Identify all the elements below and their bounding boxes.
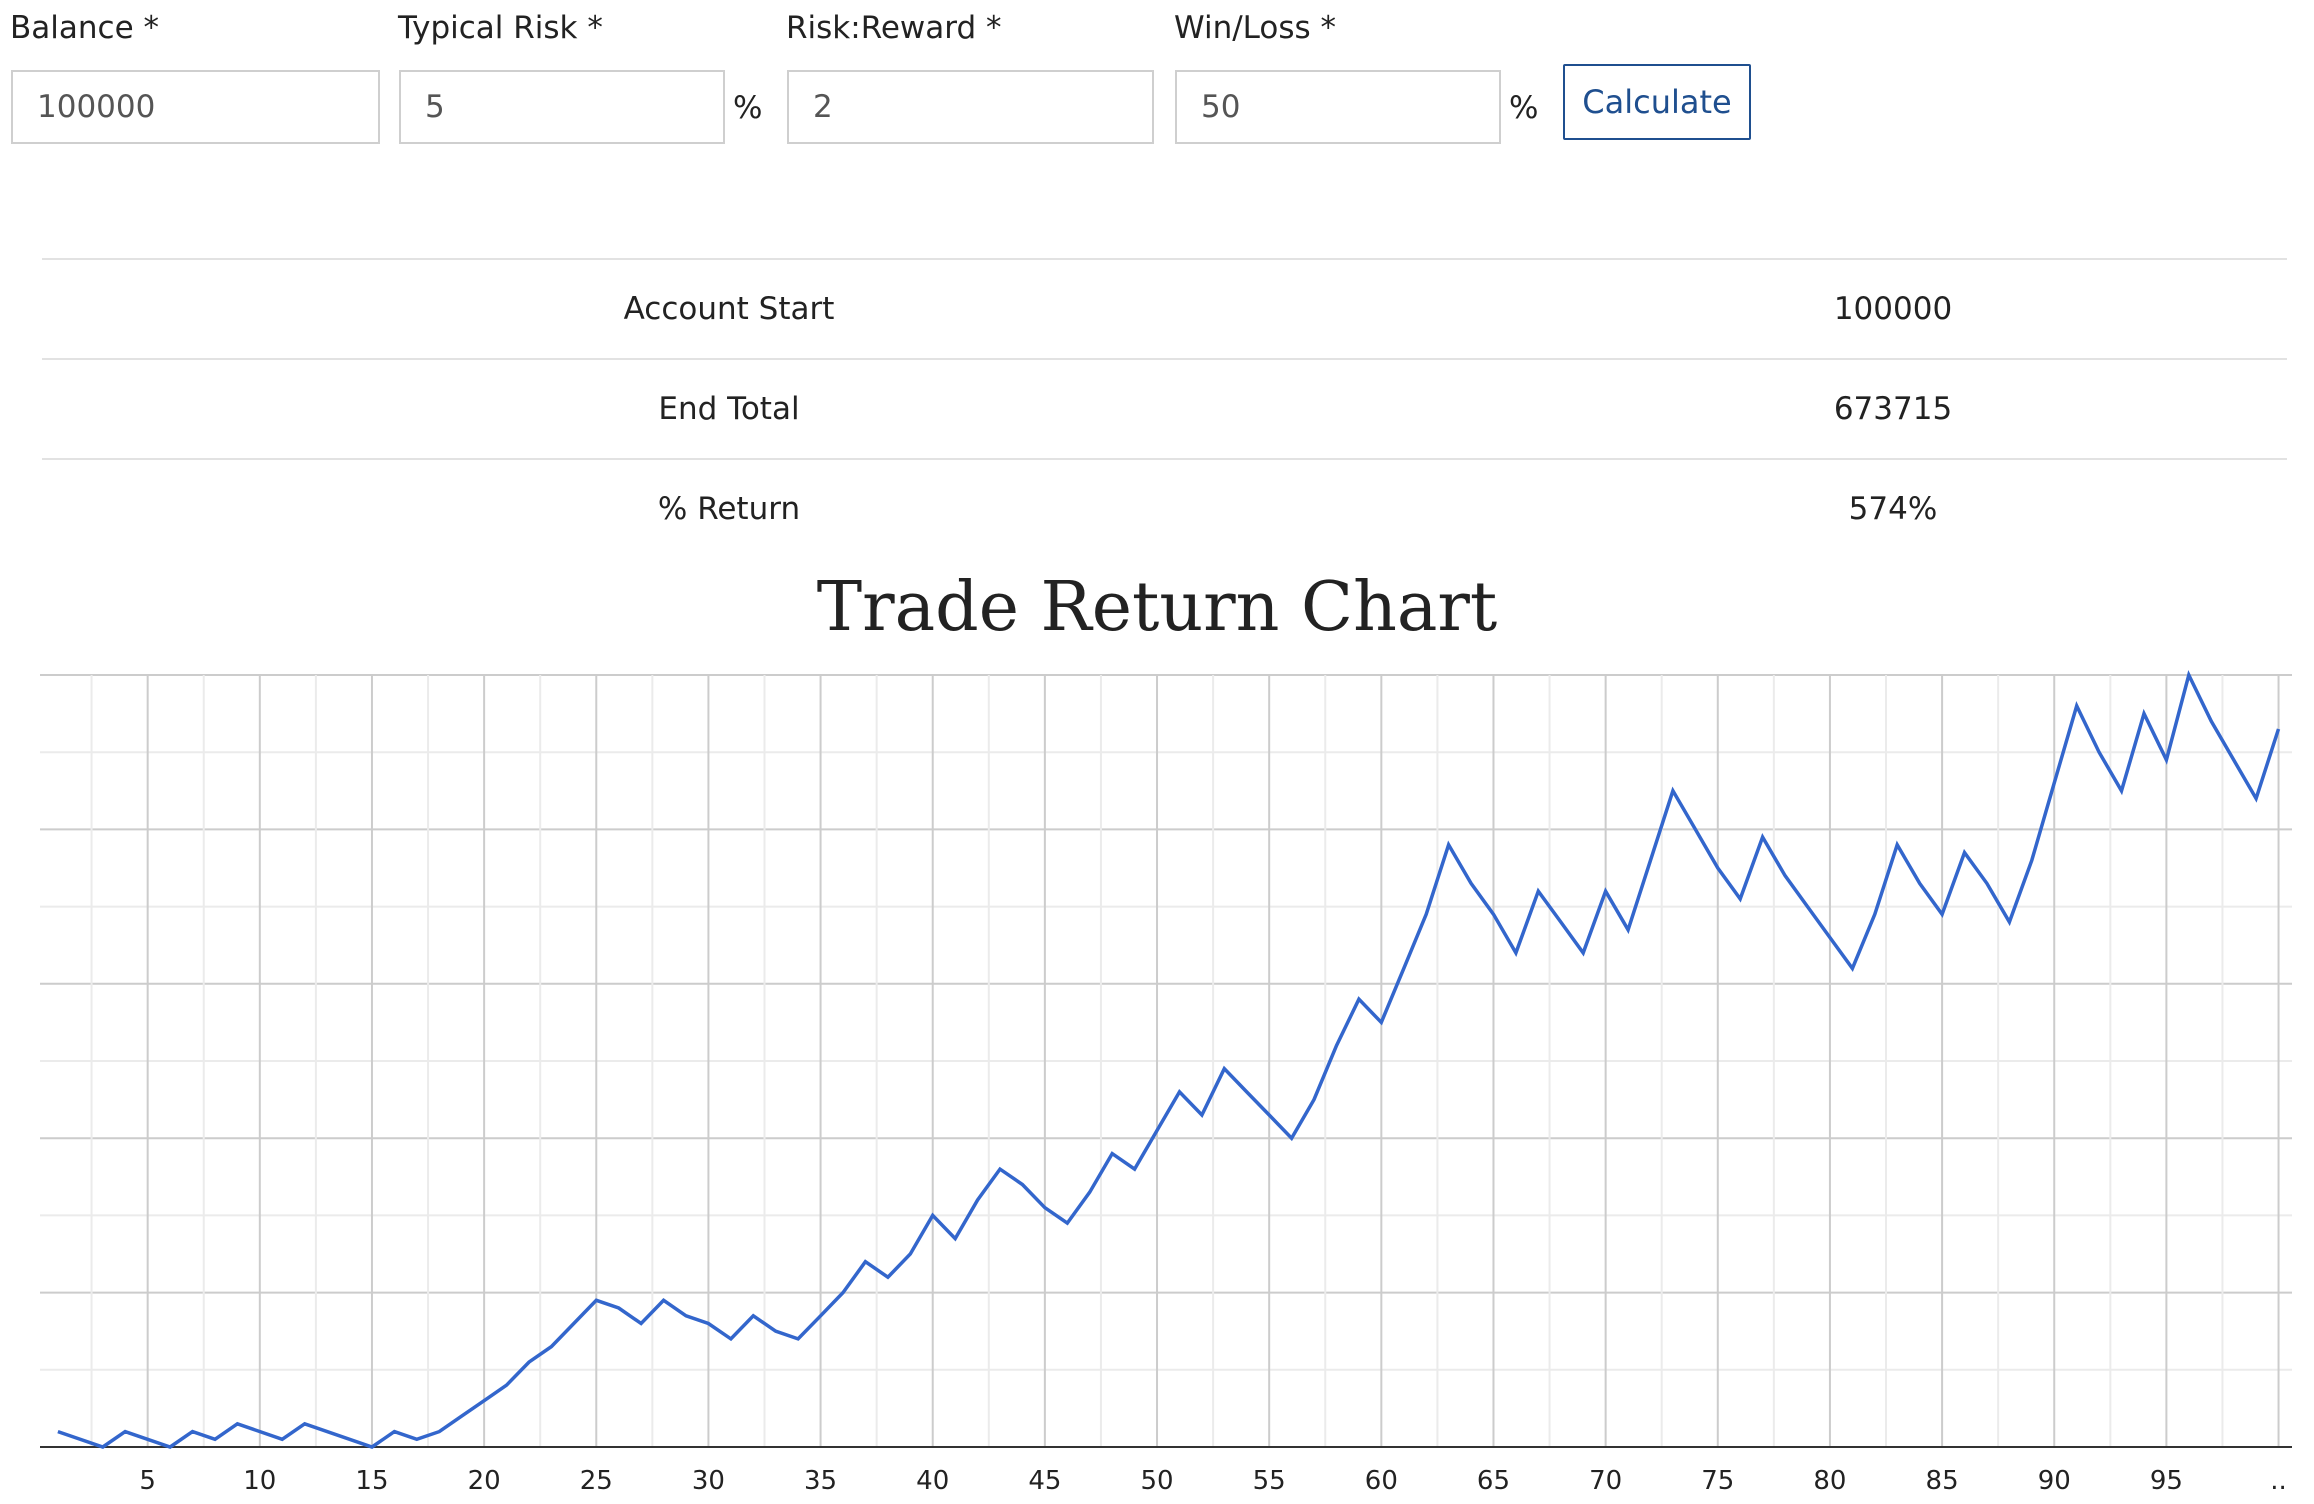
series-line bbox=[57, 669, 2281, 1449]
x-tick-label: 90 bbox=[2038, 1466, 2071, 1496]
typical-risk-unit: % bbox=[733, 90, 763, 126]
x-tick-label: 65 bbox=[1477, 1466, 1510, 1496]
balance-input[interactable] bbox=[11, 70, 380, 144]
win-loss-input[interactable] bbox=[1175, 70, 1501, 144]
x-tick-label: 10 bbox=[243, 1466, 276, 1496]
win-loss-label: Win/Loss * bbox=[1174, 10, 1337, 46]
win-loss-unit: % bbox=[1509, 90, 1539, 126]
x-tick-label: 30 bbox=[692, 1466, 725, 1496]
x-tick-label: 60 bbox=[1365, 1466, 1398, 1496]
x-tick-label: 5 bbox=[139, 1466, 156, 1496]
calculate-button[interactable]: Calculate bbox=[1563, 64, 1751, 140]
result-label: Account Start bbox=[623, 291, 835, 327]
chart-title: Trade Return Chart bbox=[816, 568, 1498, 647]
balance-label: Balance * bbox=[10, 10, 159, 46]
x-tick-label: 55 bbox=[1253, 1466, 1286, 1496]
typical-risk-input[interactable] bbox=[399, 70, 725, 144]
x-tick-label: 75 bbox=[1701, 1466, 1734, 1496]
result-label: % Return bbox=[657, 491, 801, 527]
result-value: 673715 bbox=[1833, 391, 1953, 427]
x-tick-label: 85 bbox=[1926, 1466, 1959, 1496]
trade-return-chart: 5 10 15 20 25 30 35 40 45 50 55 60 65 70 75 80 85 90 95.. bbox=[40, 669, 2292, 1496]
x-tick-label: 45 bbox=[1028, 1466, 1061, 1496]
risk-reward-label: Risk:Reward * bbox=[786, 10, 1002, 46]
x-tick-label: 25 bbox=[580, 1466, 613, 1496]
x-tick-label: 95 bbox=[2150, 1466, 2183, 1496]
x-tick-label: .. bbox=[2270, 1466, 2287, 1496]
x-tick-label: 70 bbox=[1589, 1466, 1622, 1496]
result-row-account-start: Account Start 100000 bbox=[42, 258, 2287, 358]
result-label: End Total bbox=[658, 391, 800, 427]
result-value: 574% bbox=[1848, 491, 1938, 527]
result-value: 100000 bbox=[1833, 291, 1953, 327]
x-tick-label: 15 bbox=[355, 1466, 388, 1496]
results-table: Account Start 100000 End Total 673715 % … bbox=[42, 258, 2287, 558]
result-row-percent-return: % Return 574% bbox=[42, 458, 2287, 558]
x-tick-label: 50 bbox=[1140, 1466, 1173, 1496]
typical-risk-label: Typical Risk * bbox=[398, 10, 603, 46]
result-row-end-total: End Total 673715 bbox=[42, 358, 2287, 458]
x-tick-label: 40 bbox=[916, 1466, 949, 1496]
risk-reward-input[interactable] bbox=[787, 70, 1154, 144]
x-tick-label: 80 bbox=[1813, 1466, 1846, 1496]
x-tick-label: 20 bbox=[468, 1466, 501, 1496]
x-tick-label: 35 bbox=[804, 1466, 837, 1496]
calculator-form: Balance * Typical Risk * % Risk:Reward *… bbox=[0, 0, 2314, 160]
